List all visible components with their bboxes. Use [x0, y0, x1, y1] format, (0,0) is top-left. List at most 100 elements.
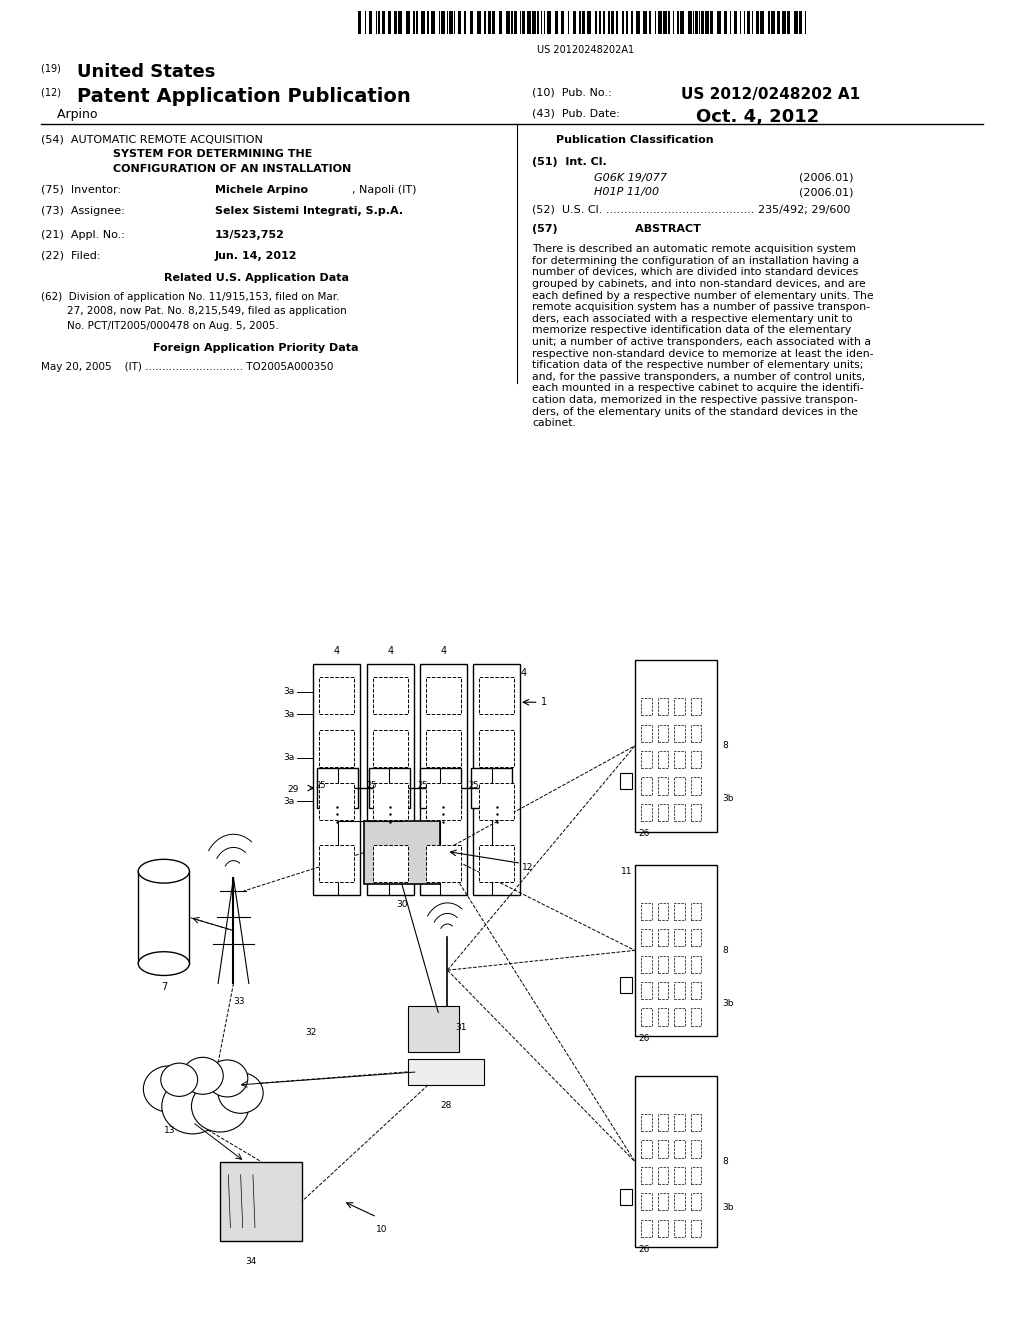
Text: Selex Sistemi Integrati, S.p.A.: Selex Sistemi Integrati, S.p.A.	[215, 206, 403, 216]
Text: 26: 26	[638, 1245, 649, 1254]
FancyBboxPatch shape	[690, 903, 701, 920]
Bar	[561, 11, 564, 34]
Text: (21)  Appl. No.:: (21) Appl. No.:	[41, 230, 125, 240]
Bar	[450, 11, 454, 34]
FancyBboxPatch shape	[690, 777, 701, 795]
Bar	[573, 11, 575, 34]
Bar	[688, 11, 692, 34]
Text: 30: 30	[396, 900, 408, 909]
Bar	[695, 11, 697, 34]
Text: 26: 26	[638, 829, 649, 838]
FancyBboxPatch shape	[641, 1167, 652, 1184]
FancyBboxPatch shape	[690, 1140, 701, 1158]
Text: May 20, 2005    (IT) ............................. TO2005A000350: May 20, 2005 (IT) ......................…	[41, 362, 334, 372]
FancyBboxPatch shape	[319, 783, 354, 820]
Text: (57)                    ABSTRACT: (57) ABSTRACT	[532, 224, 701, 235]
Text: Patent Application Publication: Patent Application Publication	[77, 87, 411, 106]
FancyBboxPatch shape	[657, 698, 669, 715]
Bar	[668, 11, 670, 34]
FancyBboxPatch shape	[641, 1008, 652, 1026]
Bar	[522, 11, 525, 34]
Text: (52)  U.S. Cl. ......................................... 235/492; 29/600: (52) U.S. Cl. ..........................…	[532, 205, 851, 215]
Text: 1: 1	[541, 697, 547, 708]
Bar	[458, 11, 461, 34]
Text: 3b: 3b	[722, 795, 733, 803]
Bar	[771, 11, 775, 34]
Text: H01P 11/00: H01P 11/00	[594, 187, 659, 198]
FancyBboxPatch shape	[635, 865, 717, 1036]
Bar	[446, 11, 449, 34]
FancyBboxPatch shape	[641, 698, 652, 715]
Bar	[427, 11, 429, 34]
Bar	[499, 11, 502, 34]
FancyBboxPatch shape	[641, 982, 652, 999]
Text: 11: 11	[622, 867, 633, 875]
Text: Arpino: Arpino	[41, 108, 97, 121]
FancyBboxPatch shape	[620, 977, 632, 993]
Bar	[477, 11, 481, 34]
Text: 25: 25	[315, 781, 326, 789]
Text: 10: 10	[376, 1225, 388, 1234]
Text: 25: 25	[418, 781, 428, 789]
Bar	[506, 11, 510, 34]
FancyBboxPatch shape	[138, 871, 189, 964]
Text: (19): (19)	[41, 63, 68, 74]
Text: 25: 25	[367, 781, 377, 789]
Text: (75)  Inventor:: (75) Inventor:	[41, 185, 121, 195]
Bar	[734, 11, 737, 34]
Text: SYSTEM FOR DETERMINING THE: SYSTEM FOR DETERMINING THE	[113, 149, 312, 160]
FancyBboxPatch shape	[313, 664, 360, 895]
Bar	[369, 11, 372, 34]
FancyBboxPatch shape	[690, 982, 701, 999]
FancyBboxPatch shape	[641, 1193, 652, 1210]
FancyBboxPatch shape	[690, 751, 701, 768]
Text: 27, 2008, now Pat. No. 8,215,549, filed as application: 27, 2008, now Pat. No. 8,215,549, filed …	[41, 306, 347, 317]
Bar	[358, 11, 361, 34]
Text: Publication Classification: Publication Classification	[556, 135, 714, 145]
Text: 3b: 3b	[722, 1204, 733, 1212]
FancyBboxPatch shape	[657, 982, 669, 999]
FancyBboxPatch shape	[674, 1193, 685, 1210]
Text: (10)  Pub. No.:: (10) Pub. No.:	[532, 87, 620, 98]
Text: Related U.S. Application Data: Related U.S. Application Data	[164, 273, 348, 284]
Bar	[599, 11, 601, 34]
FancyBboxPatch shape	[319, 677, 354, 714]
Bar	[705, 11, 709, 34]
Text: 13/523,752: 13/523,752	[215, 230, 285, 240]
Bar	[555, 11, 558, 34]
FancyBboxPatch shape	[479, 845, 514, 882]
Text: 25: 25	[469, 781, 479, 789]
FancyBboxPatch shape	[426, 730, 461, 767]
FancyBboxPatch shape	[420, 768, 461, 808]
Bar	[658, 11, 662, 34]
FancyBboxPatch shape	[641, 1220, 652, 1237]
FancyBboxPatch shape	[319, 730, 354, 767]
FancyBboxPatch shape	[319, 845, 354, 882]
Bar	[680, 11, 684, 34]
Bar	[663, 11, 667, 34]
FancyBboxPatch shape	[426, 783, 461, 820]
Bar	[717, 11, 721, 34]
Bar	[757, 11, 759, 34]
Bar	[526, 11, 530, 34]
Ellipse shape	[162, 1078, 223, 1134]
FancyBboxPatch shape	[426, 845, 461, 882]
FancyBboxPatch shape	[690, 725, 701, 742]
Bar	[547, 11, 551, 34]
FancyBboxPatch shape	[657, 725, 669, 742]
FancyBboxPatch shape	[657, 1220, 669, 1237]
Text: Jun. 14, 2012: Jun. 14, 2012	[215, 251, 298, 261]
FancyBboxPatch shape	[674, 982, 685, 999]
Text: 31: 31	[456, 1023, 467, 1032]
Bar	[678, 11, 679, 34]
Text: There is described an automatic remote acquisition system
for determining the co: There is described an automatic remote a…	[532, 244, 874, 428]
FancyBboxPatch shape	[641, 777, 652, 795]
Bar	[768, 11, 770, 34]
Bar	[626, 11, 628, 34]
FancyBboxPatch shape	[657, 751, 669, 768]
Text: (73)  Assignee:: (73) Assignee:	[41, 206, 125, 216]
FancyBboxPatch shape	[657, 956, 669, 973]
FancyBboxPatch shape	[690, 1193, 701, 1210]
Text: 3a: 3a	[284, 797, 295, 805]
Bar	[787, 11, 790, 34]
